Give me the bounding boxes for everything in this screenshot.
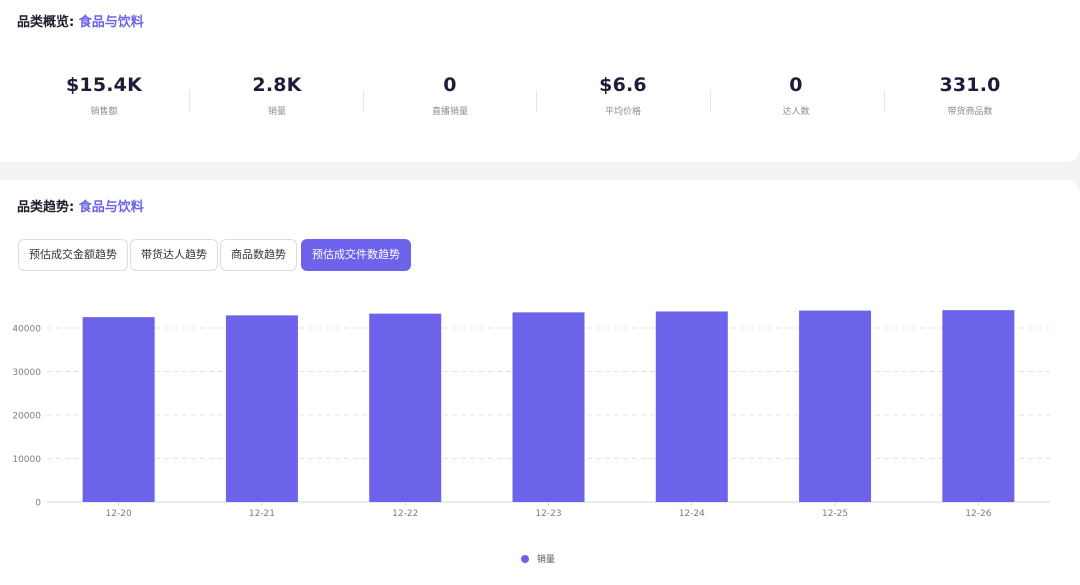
stat-divider xyxy=(363,90,364,112)
units-bar-chart: 0 10000 20000 30000 40000 12-20 12-21 12-22 12-2… xyxy=(12,310,1050,519)
legend-marker-icon xyxy=(521,554,529,563)
x-tick-label: 12-24 xyxy=(679,509,705,519)
stat-label: 直播销量 xyxy=(431,107,468,117)
x-tick-label: 12-20 xyxy=(106,509,132,519)
overview-title-prefix: 品类概览: xyxy=(17,15,75,30)
tab-product-count-trend[interactable]: 商品数趋势 xyxy=(220,239,297,271)
stat-value: 0 xyxy=(443,74,457,96)
stat-value: $15.4K xyxy=(65,74,143,96)
stat-sales-volume: 2.8K 销量 xyxy=(190,72,364,117)
stat-value: 2.8K xyxy=(252,74,302,96)
bar-12-22[interactable] xyxy=(369,313,442,502)
stat-label: 平均价格 xyxy=(604,107,641,117)
bar-12-25[interactable] xyxy=(799,310,872,502)
y-tick-label: 30000 xyxy=(12,368,41,378)
y-tick-label: 20000 xyxy=(12,412,41,422)
x-tick-label: 12-21 xyxy=(249,509,275,519)
bar-12-23[interactable] xyxy=(512,312,585,502)
stat-divider xyxy=(536,90,537,112)
stat-label: 销量 xyxy=(267,107,286,117)
overview-panel xyxy=(0,0,1080,162)
tab-estimated-units-trend[interactable]: 预估成交件数趋势 xyxy=(301,239,411,271)
chart-legend[interactable]: 销量 xyxy=(521,552,555,566)
trend-title: 品类趋势: 食品与饮料 xyxy=(17,196,144,215)
overview-category: 食品与饮料 xyxy=(78,15,144,30)
tab-influencer-trend[interactable]: 带货达人趋势 xyxy=(130,239,218,271)
trend-category: 食品与饮料 xyxy=(78,200,144,215)
y-tick-label: 40000 xyxy=(12,325,41,335)
trend-title-prefix: 品类趋势: xyxy=(17,200,75,215)
stat-divider xyxy=(189,90,190,112)
x-tick-label: 12-22 xyxy=(392,509,418,519)
x-tick-label: 12-25 xyxy=(822,509,848,519)
stat-products: 331.0 带货商品数 xyxy=(883,72,1057,117)
stat-label: 达人数 xyxy=(782,107,810,117)
bar-12-24[interactable] xyxy=(655,311,728,502)
x-tick-label: 12-26 xyxy=(965,509,991,519)
stat-sales-amount: $15.4K 销售额 xyxy=(17,72,191,117)
bar-12-21[interactable] xyxy=(225,315,298,502)
stat-value: 331.0 xyxy=(939,74,1001,96)
stat-divider xyxy=(710,90,711,112)
x-tick-label: 12-23 xyxy=(535,509,561,519)
stat-value: $6.6 xyxy=(599,74,647,96)
overview-title: 品类概览: 食品与饮料 xyxy=(17,11,144,30)
stat-avg-price: $6.6 平均价格 xyxy=(536,72,710,117)
tab-estimated-gmv-trend[interactable]: 预估成交金额趋势 xyxy=(18,239,128,271)
y-tick-label: 0 xyxy=(35,499,41,509)
stat-live-volume: 0 直播销量 xyxy=(363,72,537,117)
legend-label: 销量 xyxy=(536,555,555,565)
bar-12-20[interactable] xyxy=(82,317,155,502)
stat-divider xyxy=(884,90,885,112)
y-tick-label: 10000 xyxy=(12,455,41,465)
stat-influencers: 0 达人数 xyxy=(709,72,883,117)
bar-12-26[interactable] xyxy=(942,310,1015,502)
overview-stats: $15.4K 销售额 2.8K 销量 0 直播销量 $6.6 平均价格 0 达人… xyxy=(0,72,1080,124)
stat-value: 0 xyxy=(789,74,803,96)
stat-label: 销售额 xyxy=(90,107,118,117)
stat-label: 带货商品数 xyxy=(947,107,993,117)
